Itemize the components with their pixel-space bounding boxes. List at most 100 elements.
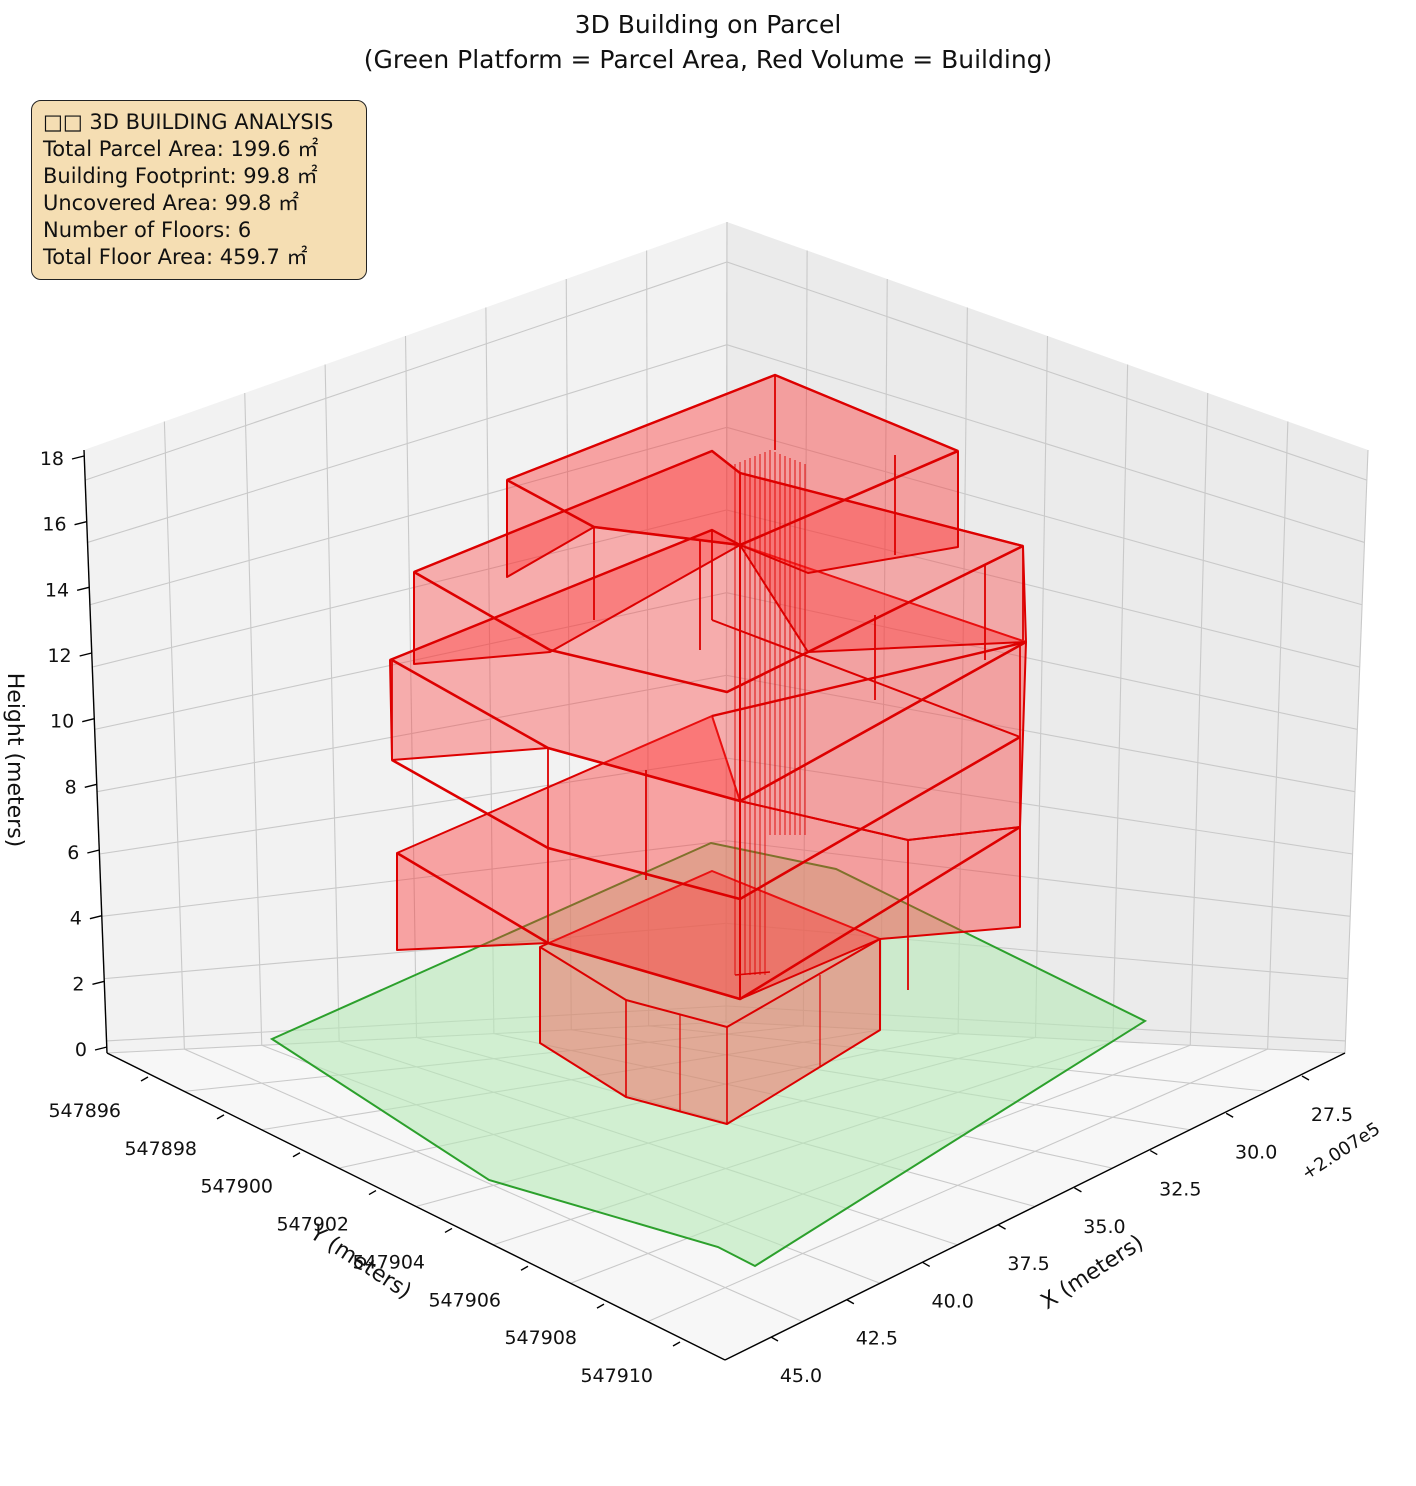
- y-tick: [596, 1303, 605, 1309]
- x-axis-label: X (meters): [1037, 1230, 1149, 1315]
- grid-line-wall-z: [94, 592, 1358, 730]
- building-floor-outline: [391, 735, 1021, 901]
- grid-line-wall-left: [404, 335, 418, 1038]
- y-tick-label: 547900: [200, 1176, 273, 1198]
- z-tick: [89, 914, 103, 920]
- grid-line-wall-left: [163, 421, 185, 1050]
- x-tick: [1074, 1187, 1082, 1193]
- z-tick-label: 12: [47, 645, 71, 667]
- z-tick-label: 8: [65, 776, 77, 798]
- z-tick: [76, 586, 90, 592]
- grid-line-wall-z: [84, 261, 1368, 481]
- info-total-floor-area: Total Floor Area: 459.7 ㎡: [43, 245, 308, 269]
- x-tick: [770, 1336, 779, 1342]
- x-tick-label: 37.5: [1007, 1253, 1049, 1275]
- y-tick: [520, 1265, 529, 1271]
- z-tick: [71, 455, 85, 460]
- y-tick-label: 547908: [504, 1327, 577, 1349]
- chart-title: 3D Building on Parcel: [574, 10, 842, 39]
- x-tick-label: 42.5: [856, 1328, 898, 1350]
- y-tick-label: 547896: [48, 1100, 121, 1122]
- grid-line-wall-left: [485, 307, 495, 1034]
- x-tick-label: 32.5: [1159, 1179, 1201, 1201]
- grid-line-wall-right: [1344, 449, 1369, 1054]
- building-roof-edge: [413, 449, 741, 574]
- y-tick: [292, 1152, 301, 1158]
- x-tick-label: 40.0: [932, 1290, 974, 1312]
- z-tick-label: 6: [67, 842, 79, 864]
- grid-line-wall-z: [87, 344, 1365, 543]
- x-tick: [998, 1224, 1006, 1230]
- z-tick-label: 0: [75, 1039, 87, 1061]
- grid-line-wall-z: [92, 509, 1360, 668]
- z-tick-label: 16: [42, 514, 66, 536]
- info-building-footprint: Building Footprint: 99.8 ㎡: [43, 164, 318, 188]
- z-tick-label: 18: [40, 448, 64, 470]
- pane-right: [726, 222, 1368, 1053]
- y-tick: [672, 1341, 681, 1347]
- z-tick: [87, 849, 100, 854]
- info-box: □□ 3D BUILDING ANALYSIS Total Parcel Are…: [31, 100, 367, 280]
- x-tick: [1301, 1075, 1310, 1081]
- z-tick-label: 2: [72, 973, 84, 995]
- x-axis-line: [724, 1052, 1346, 1361]
- grid-line-wall-z: [96, 674, 1356, 793]
- y-tick-label: 547910: [580, 1365, 653, 1387]
- x-axis-offset-label: +2.007e5: [1298, 1118, 1384, 1184]
- parcel-platform: [269, 841, 1148, 1268]
- chart-subtitle: (Green Platform = Parcel Area, Red Volum…: [363, 45, 1053, 74]
- pane-left: [84, 222, 727, 1053]
- x-tick-label: 30.0: [1235, 1141, 1277, 1163]
- y-tick-label: 547906: [428, 1289, 501, 1311]
- y-tick: [444, 1227, 453, 1234]
- z-tick: [79, 652, 92, 657]
- building-floor-outline: [391, 640, 1027, 803]
- axes: [71, 449, 1346, 1361]
- building-roof-edge: [711, 619, 1021, 738]
- z-tick-label: 14: [45, 579, 69, 601]
- y-tick-label: 547904: [352, 1251, 425, 1273]
- z-tick-label: 10: [50, 711, 74, 733]
- z-tick: [94, 1046, 108, 1051]
- building-floor-outline: [506, 449, 959, 547]
- tick-labels: 0246810121416185478965478985479005479025…: [40, 448, 1353, 1387]
- z-tick: [82, 717, 95, 723]
- grid-line-wall-right: [1189, 392, 1209, 1046]
- z-tick: [92, 980, 105, 986]
- x-tick: [922, 1261, 931, 1268]
- z-tick: [74, 520, 87, 526]
- x-tick: [846, 1299, 855, 1305]
- building-roof-edge: [739, 471, 1024, 548]
- grid-line-wall-right: [1112, 364, 1129, 1042]
- z-tick: [84, 783, 97, 789]
- y-axis-line: [106, 1052, 726, 1361]
- z-tick-label: 4: [70, 908, 82, 930]
- grid-line-wall-z: [101, 840, 1351, 917]
- grid-line-wall-z: [89, 426, 1363, 606]
- grid-line-wall-left: [244, 392, 263, 1046]
- grid-line-wall-left: [324, 364, 340, 1042]
- y-tick: [368, 1189, 377, 1196]
- info-floor-count: Number of Floors: 6: [43, 218, 252, 242]
- info-uncovered-area: Uncovered Area: 99.8 ㎡: [43, 191, 300, 215]
- building-ground-top-edge: [539, 938, 881, 1028]
- x-tick-label: 27.5: [1311, 1104, 1353, 1126]
- y-tick: [216, 1114, 225, 1120]
- z-axis-line: [83, 449, 108, 1054]
- info-heading: □□ 3D BUILDING ANALYSIS: [43, 110, 334, 134]
- grid-line-wall-right: [1267, 421, 1289, 1050]
- y-tick-label: 547898: [124, 1138, 197, 1160]
- x-tick: [1225, 1112, 1234, 1118]
- info-parcel-area: Total Parcel Area: 199.6 ㎡: [43, 137, 319, 161]
- building-floor-outline: [396, 825, 1021, 1001]
- building-volume: [389, 373, 1027, 1125]
- x-tick-label: 45.0: [780, 1365, 822, 1387]
- y-tick-label: 547902: [276, 1214, 349, 1236]
- grid-line-wall-right: [1034, 335, 1049, 1038]
- building-shaft-base: [734, 971, 771, 976]
- grid-line-floor-a: [647, 1048, 1268, 1323]
- grid-line-wall-right: [957, 307, 968, 1034]
- y-tick: [140, 1076, 149, 1082]
- x-tick: [1149, 1149, 1158, 1156]
